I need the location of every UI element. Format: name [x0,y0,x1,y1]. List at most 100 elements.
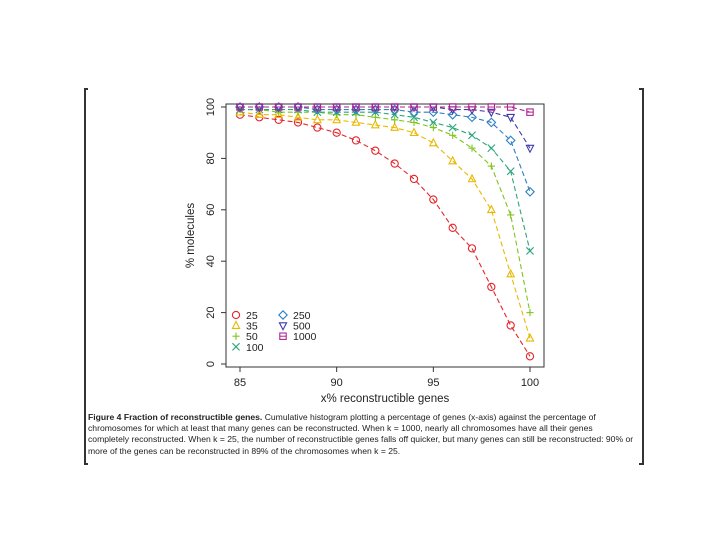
data-point-35 [506,268,516,278]
data-point-100-b [429,118,438,127]
data-point-35 [409,127,419,137]
data-point-100-b [390,110,399,119]
x-tick-label: 90 [331,377,343,389]
legend-marker-250 [278,310,288,320]
data-point-35 [370,119,380,129]
y-axis-label: % molecules [185,203,197,268]
data-point-50 [371,113,379,121]
data-point-100 [448,123,457,132]
x-tick-label: 100 [521,377,539,389]
data-point-35 [448,155,458,165]
data-point-100 [526,246,534,255]
x-tick-label: 85 [234,377,246,389]
data-point-35 [351,117,361,126]
data-point-35 [486,204,496,214]
data-point-25 [525,352,535,361]
data-point-1000 [526,108,534,116]
figure-caption: Figure 4 Fraction of reconstructible gen… [88,412,636,457]
data-point-500 [506,113,516,123]
data-point-1000 [468,103,476,111]
data-point-500 [486,108,496,118]
y-tick-label: 0 [205,361,217,367]
data-point-50 [449,131,457,139]
legend-marker-100 [232,342,240,351]
data-point-1000 [236,103,244,111]
data-point-25 [409,174,419,184]
legend-marker-25 [231,310,241,320]
data-point-35 [467,173,477,183]
data-point-50 [468,144,476,152]
data-point-25 [448,223,457,232]
legend-item-500: 500 [278,321,311,333]
legend-marker-500 [278,322,288,331]
legend-marker-50 [232,332,240,340]
data-point-35 [254,109,264,119]
data-point-250 [486,117,497,128]
data-point-1000 [294,103,302,111]
data-point-100 [390,110,399,119]
legend-label-500: 500 [293,321,311,333]
data-point-1000 [255,103,264,111]
data-point-50 [410,118,418,127]
data-point-1000 [390,103,399,111]
data-point-100 [468,131,476,140]
data-point-50 [487,162,495,170]
data-point-50 [507,211,515,219]
data-point-50 [429,123,437,132]
data-point-1000 [313,103,322,111]
data-point-1000 [410,103,418,111]
data-point-25 [293,118,303,127]
data-point-100-b [410,113,418,122]
data-point-1000 [274,103,283,111]
y-tick-label: 60 [205,204,217,216]
legend-marker-1000 [279,332,287,340]
data-point-250 [447,109,458,120]
series-line-50 [240,109,531,313]
legend-label-50: 50 [246,331,258,343]
data-point-35 [332,114,342,124]
data-point-25 [429,195,438,204]
series-35 [235,106,535,342]
legend-item-1000: 1000 [279,331,317,343]
legend-marker-35 [231,320,241,329]
data-point-50 [526,309,534,317]
data-point-35 [274,109,284,119]
series-1000 [236,103,534,116]
legend-label-1000: 1000 [293,331,317,343]
data-point-50 [391,116,399,124]
data-point-100 [410,113,418,122]
caption-label: Figure 4 Fraction of reconstructible gen… [88,412,263,422]
data-point-25 [351,136,361,145]
x-tick-label: 95 [427,377,439,389]
caption-text: Cumulative histogram plotting a percenta… [88,412,634,456]
data-point-100-b [487,144,496,153]
data-point-25 [371,146,380,155]
data-point-25 [390,159,399,168]
legend-label-100: 100 [246,342,264,354]
series-line-25 [239,114,531,357]
data-point-25 [506,321,515,330]
series-line-35 [239,111,531,339]
legend-label-25: 25 [246,310,258,322]
x-axis-label: x% reconstructible genes [321,393,450,405]
data-point-250 [525,186,535,197]
data-point-1000 [352,103,360,111]
data-point-1000 [332,103,341,111]
legend-label-35: 35 [246,321,258,333]
data-point-35 [293,111,303,121]
figure-frame-right [639,88,644,465]
y-tick-label: 100 [205,98,217,116]
data-point-35 [525,333,535,342]
data-point-100-b [506,167,515,176]
figure-frame-left [84,88,88,465]
data-point-25 [467,244,477,253]
y-tick-label: 20 [205,306,217,318]
series-line-1000 [240,106,531,113]
data-point-100-b [448,123,457,132]
legend-item-100: 100 [232,342,264,354]
legend-label-250: 250 [293,310,311,322]
series-100 [236,105,534,255]
data-point-1000 [448,103,457,111]
